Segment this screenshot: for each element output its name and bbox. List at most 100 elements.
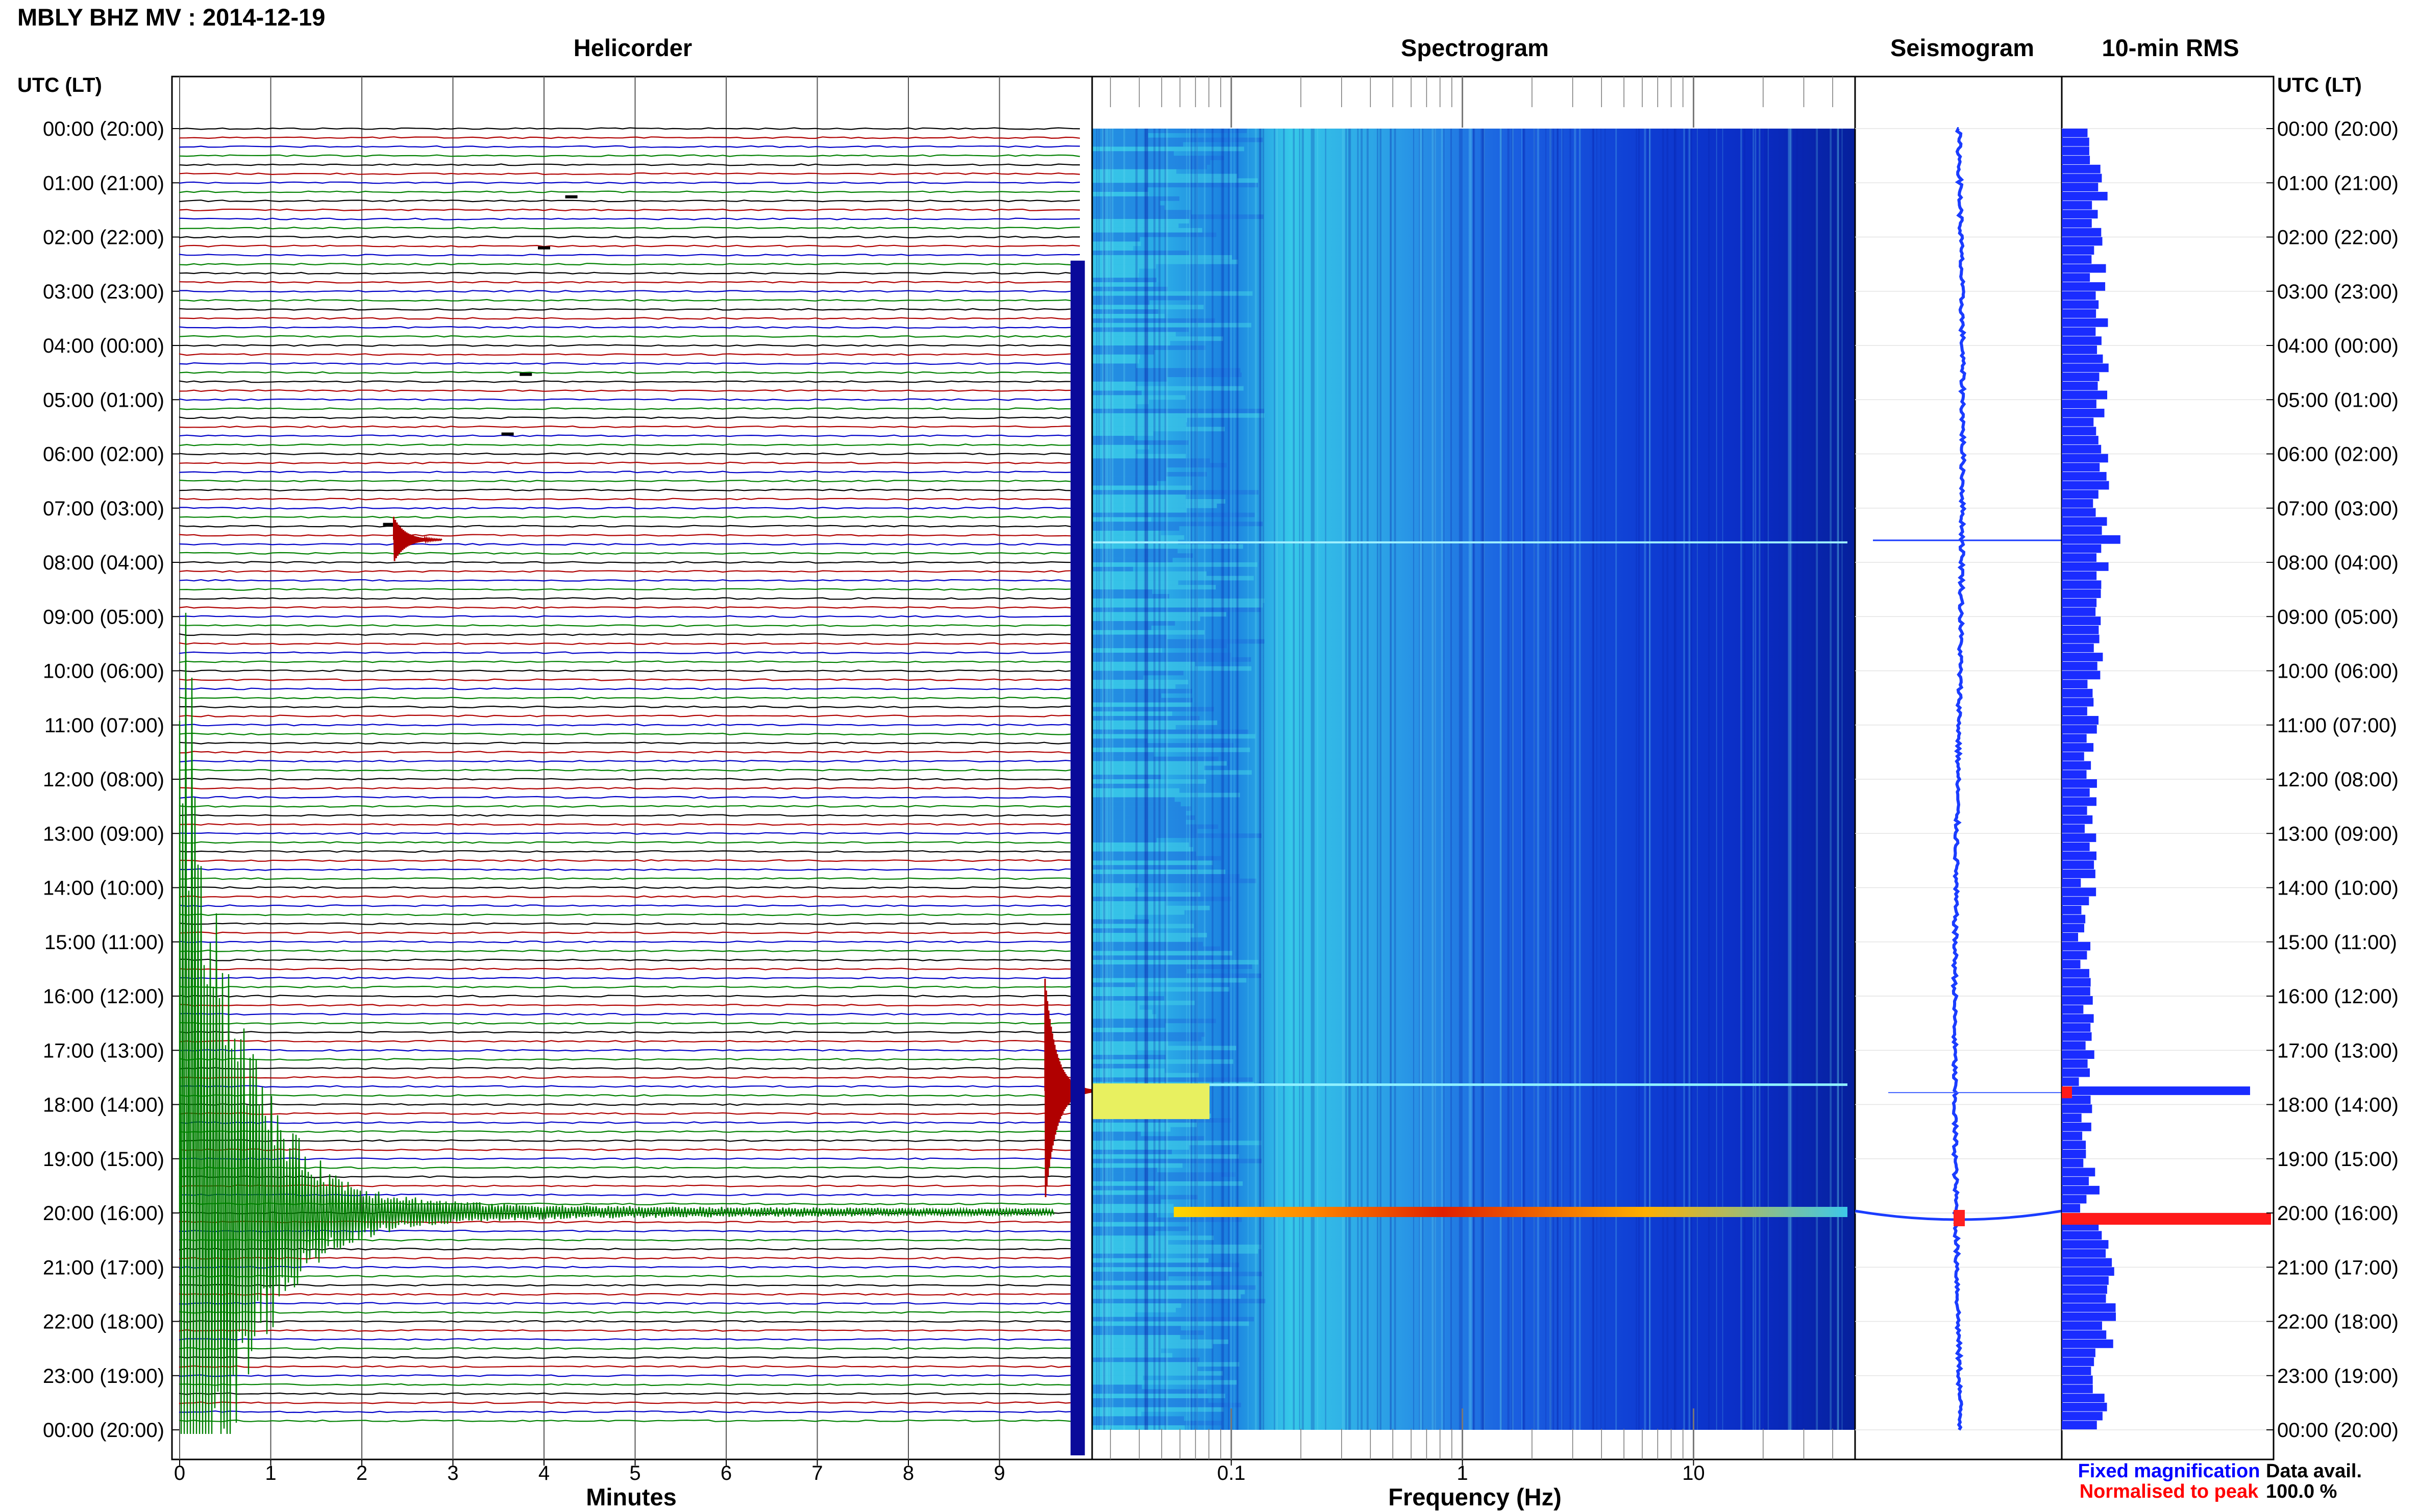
spectrogram-streak xyxy=(1092,1294,1241,1299)
spectrogram-streak xyxy=(1092,146,1244,152)
spectrogram-streak xyxy=(1092,1312,1136,1317)
minute-tick-label: 7 xyxy=(811,1462,823,1484)
rms-bar xyxy=(2062,571,2097,580)
data-avail-value: 100.0 % xyxy=(2266,1481,2337,1502)
helicorder-trace xyxy=(179,714,1080,717)
helicorder-trace xyxy=(179,597,1080,600)
rms-bar xyxy=(2062,381,2098,390)
spectrogram-streak xyxy=(1092,481,1157,486)
helicorder-trace xyxy=(179,1248,1080,1251)
minute-tick-label: 5 xyxy=(629,1462,640,1484)
rms-bar xyxy=(2062,526,2102,535)
rms-bar xyxy=(2062,264,2106,273)
rms-bar xyxy=(2062,183,2099,192)
time-tick-right: 07:00 (03:00) xyxy=(2277,498,2399,520)
spectrogram-streak xyxy=(1092,1177,1222,1182)
spectrogram-streak xyxy=(1092,810,1187,815)
helicorder-trace xyxy=(179,1085,1080,1088)
spectrogram-streak xyxy=(1092,173,1238,179)
spectrogram-streak xyxy=(1092,616,1200,622)
time-tick-right: 13:00 (09:00) xyxy=(2277,823,2399,845)
rms-bar xyxy=(2062,309,2096,318)
spectrogram-streak xyxy=(1092,436,1134,440)
rms-bar xyxy=(2062,1375,2093,1384)
spectrogram-streak xyxy=(1092,210,1192,215)
rms-bar xyxy=(2062,851,2096,860)
rms-bar xyxy=(2062,924,2084,933)
spectrogram-streak xyxy=(1092,1272,1262,1276)
spectrogram-streak xyxy=(1092,1262,1239,1268)
spectrogram-streak xyxy=(1092,1317,1254,1322)
rms-bar xyxy=(2062,634,2100,643)
helicorder-trace xyxy=(179,1383,1080,1386)
spectrogram-xlabel: Frequency (Hz) xyxy=(1388,1483,1562,1510)
rms-bar xyxy=(2062,1384,2093,1394)
spectrogram-streak xyxy=(1092,472,1207,477)
spectrogram-streak xyxy=(1092,951,1232,956)
spectrogram-streak xyxy=(1092,549,1178,554)
time-tick-left: 02:00 (22:00) xyxy=(43,227,164,249)
spectrogram-streak xyxy=(1092,1384,1142,1390)
rms-bar xyxy=(2062,734,2087,743)
spectrogram-streak xyxy=(1092,232,1217,237)
spectrogram-streak xyxy=(1092,1168,1157,1173)
helicorder-trace xyxy=(179,805,1080,808)
rms-bar xyxy=(2062,345,2097,354)
spectrogram-streak xyxy=(1092,775,1161,779)
helicorder-trace xyxy=(179,1130,1080,1133)
time-tick-left: 03:00 (23:00) xyxy=(43,281,164,303)
spectrogram-streak xyxy=(1092,1036,1202,1042)
spectrogram-streak xyxy=(1092,1339,1229,1344)
time-tick-left: 21:00 (17:00) xyxy=(43,1256,164,1279)
spectrogram-streak xyxy=(1092,725,1176,730)
rms-bar xyxy=(2062,996,2093,1005)
time-tick-left: 08:00 (04:00) xyxy=(43,552,164,574)
rms-bar xyxy=(2062,969,2089,978)
rms-bar xyxy=(2062,1240,2109,1249)
spectrogram-streak xyxy=(1092,363,1137,368)
rms-bar xyxy=(2062,743,2094,752)
rms-bar xyxy=(2062,1339,2113,1348)
helicorder-panel xyxy=(171,76,1095,1460)
helicorder-trace xyxy=(179,1229,1080,1233)
spectrogram-streak xyxy=(1092,585,1216,590)
spectrogram-streak xyxy=(1092,544,1243,549)
spectrogram-streak xyxy=(1092,1285,1256,1290)
spectrogram-streak xyxy=(1092,228,1202,233)
time-tick-right: 15:00 (11:00) xyxy=(2277,931,2397,954)
spectrogram-streak xyxy=(1092,698,1193,703)
time-tick-left: 13:00 (09:00) xyxy=(43,823,164,845)
spectrogram-streak xyxy=(1092,259,1238,264)
minute-tick-label: 6 xyxy=(721,1462,732,1484)
spectrogram-streak xyxy=(1092,1005,1140,1010)
time-axis-label-right: UTC (LT) xyxy=(2277,74,2362,96)
spectrogram-streak xyxy=(1092,286,1168,291)
spectrogram-streak xyxy=(1092,191,1149,196)
rms-bar xyxy=(2062,444,2102,454)
spectrogram-streak xyxy=(1092,1127,1171,1132)
spectrogram-streak xyxy=(1092,824,1219,829)
rms-bar xyxy=(2062,797,2096,806)
time-tick-left: 00:00 (20:00) xyxy=(43,118,164,140)
seismogram-event-2000-peak xyxy=(1954,1210,1965,1226)
spectrogram-streak xyxy=(1092,1394,1225,1399)
spectrogram-streak xyxy=(1092,761,1227,766)
helicorder-trace xyxy=(179,814,1080,817)
rms-bar xyxy=(2062,897,2089,906)
helicorder-trace xyxy=(179,425,1080,429)
spectrogram-streak xyxy=(1092,870,1225,874)
helicorder-trace xyxy=(179,823,1080,826)
spectrogram-streak xyxy=(1092,802,1181,807)
helicorder-trace xyxy=(179,172,1080,176)
rms-bar xyxy=(2062,1294,2106,1303)
spectrogram-streak xyxy=(1092,531,1161,535)
helicorder-trace xyxy=(179,1238,1080,1242)
spectrogram-streak xyxy=(1092,1380,1237,1385)
spectrogram-streak xyxy=(1092,1217,1242,1222)
minute-tick-label: 2 xyxy=(356,1462,367,1484)
rms-bar xyxy=(2062,1285,2107,1294)
spectrogram-streak xyxy=(1092,783,1150,788)
helicorder-trace xyxy=(179,660,1080,663)
spectrogram-streak xyxy=(1092,327,1189,332)
spectrogram-streak xyxy=(1092,223,1179,228)
